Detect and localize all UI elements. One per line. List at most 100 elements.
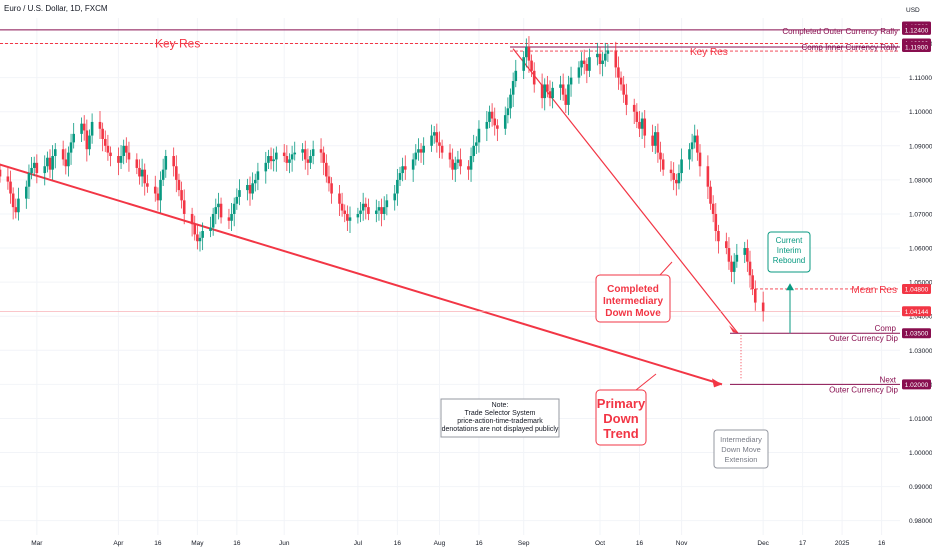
candle-body[interactable] [6, 176, 10, 182]
candle-body[interactable] [527, 46, 531, 61]
candle-body[interactable] [17, 198, 20, 213]
candle-body[interactable] [653, 132, 657, 146]
candle-body[interactable] [51, 156, 54, 170]
candle-body[interactable] [403, 166, 407, 170]
candle-body[interactable] [569, 77, 573, 85]
candle-body[interactable] [564, 94, 568, 105]
candle-body[interactable] [85, 130, 89, 150]
candle-body[interactable] [125, 145, 128, 153]
candle-body[interactable] [219, 203, 223, 218]
candle-body[interactable] [503, 115, 507, 129]
candle-body[interactable] [346, 213, 349, 221]
candle-body[interactable] [35, 162, 39, 174]
candle-body[interactable] [617, 67, 620, 78]
candle-body[interactable] [577, 67, 581, 78]
candle-body[interactable] [53, 149, 57, 157]
candle-body[interactable] [9, 181, 12, 194]
candle-body[interactable] [290, 154, 294, 160]
candle-body[interactable] [680, 159, 683, 174]
candle-body[interactable] [214, 207, 218, 214]
candle-body[interactable] [27, 173, 31, 187]
candle-body[interactable] [438, 142, 441, 146]
candle-body[interactable] [640, 118, 644, 129]
candle-body[interactable] [643, 118, 647, 136]
candle-body[interactable] [172, 156, 175, 167]
candle-body[interactable] [109, 152, 112, 157]
candle-body[interactable] [717, 231, 720, 242]
candle-body[interactable] [603, 53, 607, 61]
candle-body[interactable] [411, 159, 415, 170]
candle-body[interactable] [190, 213, 194, 225]
candle-body[interactable] [285, 156, 289, 163]
candle-body[interactable] [635, 111, 639, 122]
candle-body[interactable] [164, 156, 168, 170]
candle-body[interactable] [175, 166, 178, 180]
candle-body[interactable] [451, 159, 454, 170]
candle-body[interactable] [30, 167, 33, 174]
candle-body[interactable] [193, 224, 197, 235]
candle-body[interactable] [359, 210, 362, 214]
candle-body[interactable] [448, 152, 452, 160]
candle-body[interactable] [182, 200, 186, 214]
candle-body[interactable] [269, 156, 273, 162]
candle-body[interactable] [282, 152, 286, 157]
candle-body[interactable] [161, 169, 165, 180]
candle-body[interactable] [117, 156, 120, 163]
candle-body[interactable] [509, 94, 512, 109]
candle-body[interactable] [198, 237, 202, 242]
candle-body[interactable] [375, 210, 378, 214]
candle-body[interactable] [585, 64, 589, 71]
candle-body[interactable] [385, 200, 389, 208]
candle-body[interactable] [177, 179, 181, 191]
candle-body[interactable] [490, 111, 494, 119]
candle-body[interactable] [361, 203, 365, 211]
candle-body[interactable] [398, 173, 402, 180]
candle-body[interactable] [48, 157, 52, 170]
candle-body[interactable] [698, 152, 702, 167]
candle-body[interactable] [217, 203, 220, 208]
candle-body[interactable] [340, 203, 344, 211]
candle-body[interactable] [469, 156, 473, 170]
candle-body[interactable] [309, 156, 312, 163]
candle-body[interactable] [380, 207, 383, 214]
candle-body[interactable] [659, 152, 662, 160]
candle-body[interactable] [382, 207, 386, 214]
candle-body[interactable] [348, 217, 352, 221]
candle-body[interactable] [761, 302, 765, 312]
candle-body[interactable] [711, 203, 715, 214]
candle-body[interactable] [201, 231, 204, 238]
candle-body[interactable] [714, 213, 718, 232]
candle-body[interactable] [696, 135, 699, 153]
candle-body[interactable] [159, 179, 162, 201]
candle-body[interactable] [138, 167, 141, 177]
candle-body[interactable] [82, 123, 86, 131]
candle-body[interactable] [43, 166, 47, 174]
candle-body[interactable] [632, 104, 636, 112]
candle-body[interactable] [140, 169, 144, 177]
candle-body[interactable] [672, 173, 675, 180]
candle-body[interactable] [525, 46, 528, 58]
candle-body[interactable] [753, 288, 757, 303]
candle-body[interactable] [356, 213, 360, 218]
candle-body[interactable] [727, 248, 731, 262]
candle-body[interactable] [119, 156, 123, 163]
candle-body[interactable] [748, 261, 752, 276]
candle-body[interactable] [293, 152, 297, 155]
candle-body[interactable] [246, 184, 249, 191]
candle-body[interactable] [330, 183, 333, 194]
candle-body[interactable] [656, 132, 660, 153]
candle-body[interactable] [432, 132, 436, 136]
candle-body[interactable] [596, 53, 599, 58]
candle-body[interactable] [211, 213, 215, 228]
candle-body[interactable] [546, 84, 549, 92]
candle-body[interactable] [209, 227, 212, 232]
candle-body[interactable] [275, 152, 278, 160]
candle-body[interactable] [143, 169, 147, 184]
candle-body[interactable] [377, 207, 381, 211]
candle-body[interactable] [743, 248, 747, 255]
candle-body[interactable] [46, 157, 49, 167]
candle-body[interactable] [311, 149, 315, 157]
candle-body[interactable] [227, 217, 231, 221]
candle-body[interactable] [475, 142, 478, 146]
candle-body[interactable] [72, 133, 75, 143]
